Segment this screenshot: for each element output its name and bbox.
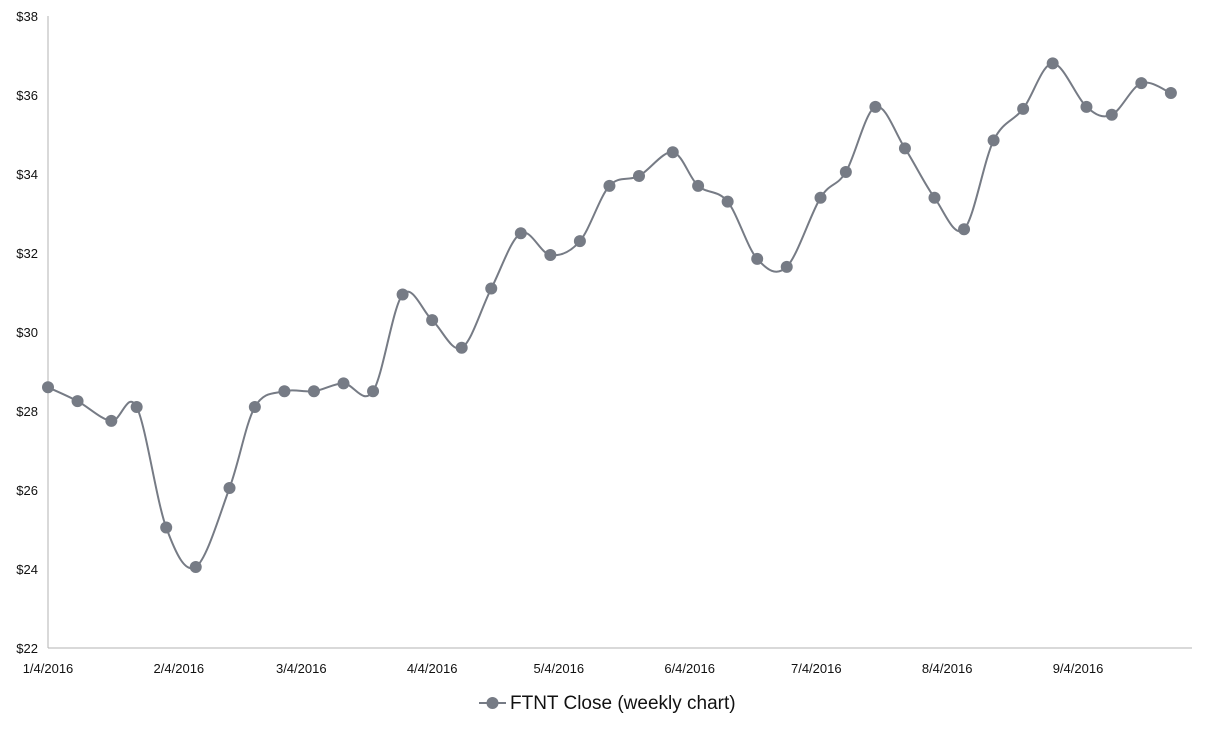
axes bbox=[47, 16, 1192, 649]
data-point bbox=[721, 195, 734, 208]
data-point bbox=[1017, 102, 1030, 115]
series-line bbox=[47, 62, 1172, 570]
data-point bbox=[189, 561, 202, 574]
data-point bbox=[1046, 57, 1059, 70]
x-axis-tick-labels: 1/4/2016 2/4/2016 3/4/2016 4/4/2016 5/4/2016… bbox=[23, 661, 1104, 676]
data-point bbox=[105, 414, 118, 427]
data-point bbox=[839, 166, 852, 179]
x-tick-label: 3/4/2016 bbox=[276, 661, 327, 676]
data-point bbox=[455, 341, 468, 354]
data-point bbox=[426, 314, 439, 327]
data-point bbox=[751, 252, 764, 265]
y-tick-label: $30 bbox=[16, 325, 38, 340]
legend: FTNT Close (weekly chart) bbox=[479, 693, 736, 714]
data-point bbox=[603, 179, 616, 192]
data-point bbox=[278, 385, 291, 398]
legend-label: FTNT Close (weekly chart) bbox=[510, 693, 736, 714]
data-point bbox=[987, 134, 1000, 147]
data-point bbox=[898, 142, 911, 155]
x-tick-label: 2/4/2016 bbox=[154, 661, 205, 676]
data-point bbox=[130, 401, 143, 414]
y-tick-label: $24 bbox=[16, 562, 38, 577]
y-tick-label: $22 bbox=[16, 641, 38, 656]
y-tick-label: $26 bbox=[16, 483, 38, 498]
x-tick-label: 8/4/2016 bbox=[922, 661, 973, 676]
data-point bbox=[633, 169, 645, 182]
y-tick-label: $28 bbox=[16, 404, 38, 419]
x-tick-label: 5/4/2016 bbox=[533, 661, 584, 676]
data-point bbox=[337, 377, 350, 390]
x-tick-label: 9/4/2016 bbox=[1053, 661, 1104, 676]
data-point bbox=[692, 179, 705, 192]
data-point bbox=[485, 282, 498, 295]
data-point bbox=[42, 381, 54, 394]
data-point bbox=[1135, 77, 1148, 90]
data-point bbox=[573, 235, 586, 248]
x-tick-label: 6/4/2016 bbox=[664, 661, 715, 676]
data-point bbox=[307, 385, 320, 398]
data-point bbox=[544, 248, 557, 261]
data-point bbox=[223, 482, 236, 495]
data-point bbox=[1105, 108, 1118, 121]
data-point bbox=[928, 191, 941, 204]
data-point bbox=[958, 223, 971, 236]
legend-marker-swatch bbox=[486, 697, 499, 709]
y-axis-tick-labels: $22 $24 $26 $28 $30 $32 $34 $36 $38 bbox=[16, 9, 38, 656]
data-point bbox=[367, 385, 380, 398]
data-point bbox=[1080, 100, 1093, 113]
data-point bbox=[396, 288, 409, 301]
y-tick-label: $34 bbox=[16, 167, 38, 182]
y-tick-label: $32 bbox=[16, 246, 38, 261]
y-tick-label: $38 bbox=[16, 9, 38, 24]
x-tick-label: 4/4/2016 bbox=[407, 661, 458, 676]
data-point bbox=[1164, 87, 1177, 100]
x-tick-label: 1/4/2016 bbox=[23, 661, 74, 676]
data-point bbox=[514, 227, 527, 240]
data-point bbox=[71, 395, 84, 408]
x-tick-label: 7/4/2016 bbox=[791, 661, 842, 676]
y-tick-label: $36 bbox=[16, 88, 38, 103]
data-point bbox=[248, 401, 261, 414]
data-point bbox=[814, 191, 827, 204]
data-point bbox=[666, 146, 679, 159]
data-point bbox=[160, 521, 173, 534]
series-layer bbox=[42, 57, 1177, 574]
data-point bbox=[869, 100, 882, 113]
data-point bbox=[780, 260, 793, 273]
